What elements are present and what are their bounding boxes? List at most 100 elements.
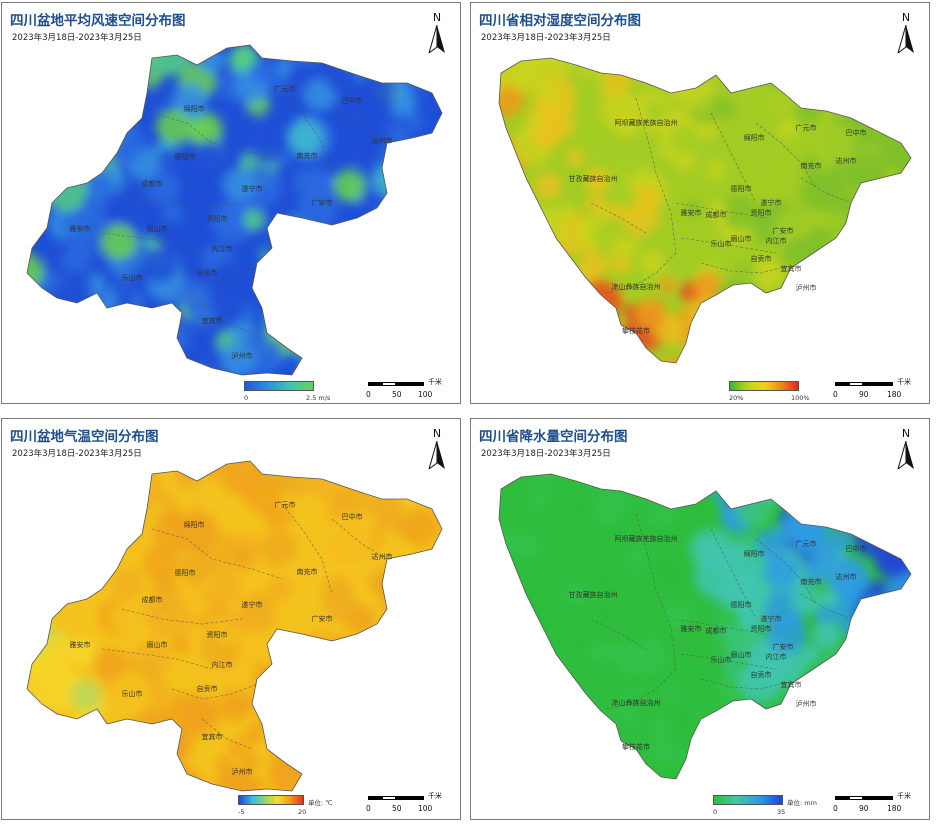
city-label: 内江市 bbox=[766, 236, 787, 245]
legend-min-label: 0 bbox=[713, 808, 718, 816]
city-label: 遂宁市 bbox=[242, 600, 263, 609]
legend-min-label: 20% bbox=[729, 394, 744, 402]
city-label: 甘孜藏族自治州 bbox=[569, 590, 618, 599]
city-label: 达州市 bbox=[372, 136, 393, 145]
panel-title: 四川省相对湿度空间分布图 bbox=[479, 13, 641, 29]
legend-max-label: 2.5 m/s bbox=[306, 394, 331, 402]
city-label: 泸州市 bbox=[796, 699, 817, 708]
city-label: 德阳市 bbox=[731, 184, 752, 193]
city-label: 乐山市 bbox=[711, 655, 732, 664]
city-label: 南充市 bbox=[297, 151, 318, 160]
city-label: 绵阳市 bbox=[744, 133, 765, 142]
north-arrow-icon: N bbox=[426, 11, 448, 55]
legend-max-label: 35 bbox=[777, 808, 786, 816]
city-label: 德阳市 bbox=[175, 152, 196, 161]
city-label: 遂宁市 bbox=[242, 184, 263, 193]
city-label: 绵阳市 bbox=[184, 104, 205, 113]
city-label: 南充市 bbox=[297, 567, 318, 576]
city-label: 南充市 bbox=[801, 161, 822, 170]
city-label: 内江市 bbox=[766, 652, 787, 661]
city-label: 乐山市 bbox=[711, 239, 732, 248]
city-label: 雅安市 bbox=[681, 624, 702, 633]
scale-tick: 100 bbox=[418, 390, 433, 399]
city-label: 广元市 bbox=[275, 84, 296, 93]
city-label: 资阳市 bbox=[207, 214, 228, 223]
city-label: 德阳市 bbox=[175, 568, 196, 577]
city-label: 凉山彝族自治州 bbox=[612, 698, 661, 707]
city-label: 宜宾市 bbox=[202, 732, 223, 741]
panel-title: 四川省降水量空间分布图 bbox=[479, 429, 628, 445]
city-label: 广元市 bbox=[275, 500, 296, 509]
legend-gradient bbox=[244, 381, 314, 391]
city-label: 成都市 bbox=[142, 179, 163, 188]
city-label: 宜宾市 bbox=[202, 316, 223, 325]
city-label: 绵阳市 bbox=[744, 549, 765, 558]
city-label: 攀枝花市 bbox=[622, 742, 650, 751]
wind-speed-map-panel: 四川盆地平均风速空间分布图 2023年3月18日-2023年3月25日 N 绵阳… bbox=[1, 2, 461, 404]
scale-tick: 0 bbox=[366, 804, 371, 813]
city-label: 泸州市 bbox=[796, 283, 817, 292]
scale-tick: 90 bbox=[859, 804, 869, 813]
legend-min-label: -5 bbox=[238, 808, 245, 816]
city-label: 阿坝藏族羌族自治州 bbox=[615, 534, 678, 543]
panel-subtitle: 2023年3月18日-2023年3月25日 bbox=[481, 33, 611, 43]
city-label: 成都市 bbox=[142, 595, 163, 604]
city-label: 巴中市 bbox=[846, 544, 867, 553]
city-label: 雅安市 bbox=[70, 640, 91, 649]
panel-subtitle: 2023年3月18日-2023年3月25日 bbox=[12, 449, 142, 459]
city-label: 自贡市 bbox=[197, 684, 218, 693]
city-label: 南充市 bbox=[801, 577, 822, 586]
panel-title: 四川盆地平均风速空间分布图 bbox=[10, 13, 186, 29]
humidity-map-panel: 四川省相对湿度空间分布图 2023年3月18日-2023年3月25日 N 阿坝藏… bbox=[470, 2, 930, 404]
legend-min-label: 0 bbox=[244, 394, 249, 402]
scale-tick: 50 bbox=[392, 804, 402, 813]
panel-subtitle: 2023年3月18日-2023年3月25日 bbox=[481, 449, 611, 459]
city-label: 达州市 bbox=[836, 572, 857, 581]
legend-max-label: 100% bbox=[791, 394, 810, 402]
city-label: 泸州市 bbox=[232, 767, 253, 776]
legend-gradient bbox=[238, 795, 304, 805]
north-arrow-icon: N bbox=[426, 427, 448, 471]
city-label: 乐山市 bbox=[122, 689, 143, 698]
city-label: 宜宾市 bbox=[781, 264, 802, 273]
city-label: 遂宁市 bbox=[761, 614, 782, 623]
scale-tick: 0 bbox=[833, 804, 838, 813]
city-label: 广元市 bbox=[796, 539, 817, 548]
scale-tick: 180 bbox=[887, 804, 902, 813]
city-label: 内江市 bbox=[212, 244, 233, 253]
city-label: 成都市 bbox=[706, 210, 727, 219]
city-label: 甘孜藏族自治州 bbox=[569, 174, 618, 183]
city-label: 雅安市 bbox=[681, 208, 702, 217]
city-label: 德阳市 bbox=[731, 600, 752, 609]
legend-unit-label: 单位: mm bbox=[787, 799, 817, 807]
city-label: 内江市 bbox=[212, 660, 233, 669]
city-label: 巴中市 bbox=[846, 128, 867, 137]
scale-tick: 0 bbox=[366, 390, 371, 399]
city-label: 巴中市 bbox=[342, 96, 363, 105]
legend-gradient bbox=[729, 381, 799, 391]
city-label: 广元市 bbox=[796, 123, 817, 132]
city-label: 眉山市 bbox=[731, 650, 752, 659]
city-label: 达州市 bbox=[836, 156, 857, 165]
scale-tick: 90 bbox=[859, 390, 869, 399]
north-arrow-icon: N bbox=[895, 11, 917, 55]
scale-unit: 千米 bbox=[428, 378, 442, 386]
scale-tick: 180 bbox=[887, 390, 902, 399]
city-label: 凉山彝族自治州 bbox=[612, 282, 661, 291]
city-label: 雅安市 bbox=[70, 224, 91, 233]
city-label: 自贡市 bbox=[197, 268, 218, 277]
legend-max-label: 20 bbox=[298, 808, 307, 816]
city-label: 广安市 bbox=[312, 614, 333, 623]
city-label: 眉山市 bbox=[731, 234, 752, 243]
city-label: 眉山市 bbox=[147, 224, 168, 233]
city-label: 成都市 bbox=[706, 626, 727, 635]
city-label: 广安市 bbox=[312, 198, 333, 207]
city-label: 眉山市 bbox=[147, 640, 168, 649]
precipitation-map-panel: 四川省降水量空间分布图 2023年3月18日-2023年3月25日 N 阿坝藏族… bbox=[470, 418, 930, 820]
city-label: 乐山市 bbox=[122, 273, 143, 282]
city-label: 资阳市 bbox=[207, 630, 228, 639]
scale-unit: 千米 bbox=[897, 792, 911, 800]
